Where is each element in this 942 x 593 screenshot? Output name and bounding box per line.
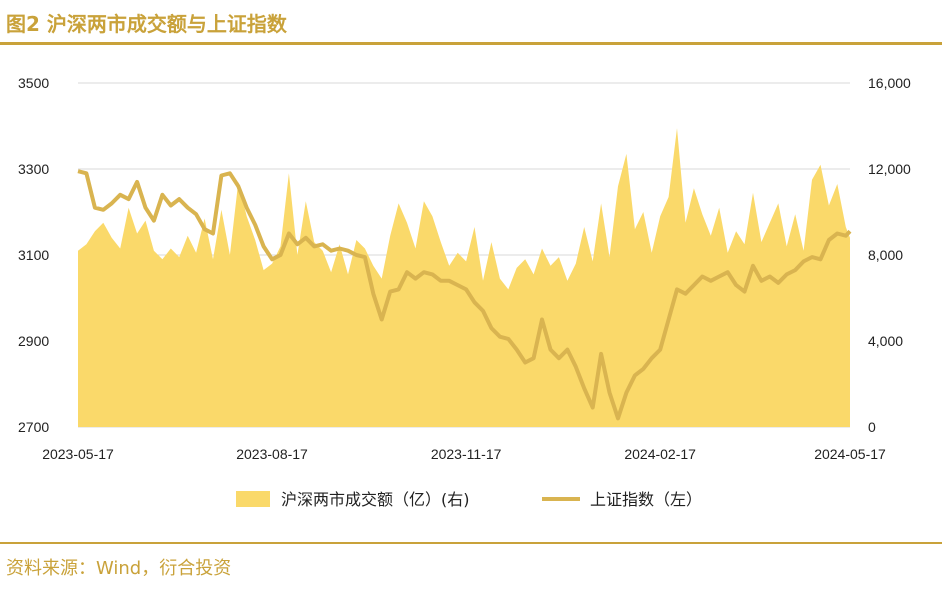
right-axis-tick-label: 0 [868, 419, 876, 435]
left-axis-ticks: 3500 3300 3100 2900 2700 [18, 75, 49, 435]
source-note: 资料来源：Wind，衍合投资 [6, 558, 232, 579]
left-axis-tick-label: 3100 [18, 247, 49, 263]
left-axis-tick-label: 3300 [18, 161, 49, 177]
x-axis-tick-label: 2023-11-17 [431, 446, 502, 462]
x-axis-ticks: 2023-05-17 2023-08-17 2023-11-17 2024-02-17… [42, 446, 886, 462]
x-axis-tick-label: 2024-05-17 [814, 446, 886, 462]
left-axis-tick-label: 3500 [18, 75, 49, 91]
figure-title-bar: 图2 沪深两市成交额与上证指数 [0, 0, 942, 42]
left-axis-tick-label: 2900 [18, 333, 49, 349]
turnover-area [78, 128, 850, 427]
legend-turnover-label: 沪深两市成交额（亿）(右) [281, 490, 470, 509]
x-axis-tick-label: 2024-02-17 [624, 446, 696, 462]
right-axis-tick-label: 8,000 [868, 247, 903, 263]
chart-svg: 3500 3300 3100 2900 2700 16,000 12,000 8,000 4,… [18, 75, 911, 509]
right-axis-tick-label: 12,000 [868, 161, 911, 177]
sse-index-line [77, 169, 852, 421]
legend: 沪深两市成交额（亿）(右) 上证指数（左） [236, 490, 702, 509]
figure-title: 图2 沪深两市成交额与上证指数 [6, 12, 287, 36]
legend-index-label: 上证指数（左） [590, 490, 702, 509]
right-axis-tick-label: 16,000 [868, 75, 911, 91]
left-axis-tick-label: 2700 [18, 419, 49, 435]
x-axis-tick-label: 2023-08-17 [236, 446, 308, 462]
right-axis-tick-label: 4,000 [868, 333, 903, 349]
x-axis-tick-label: 2023-05-17 [42, 446, 114, 462]
legend-area-swatch [236, 491, 270, 507]
title-divider [0, 42, 942, 45]
footer-divider [0, 542, 942, 544]
right-axis-ticks: 16,000 12,000 8,000 4,000 0 [868, 75, 911, 435]
